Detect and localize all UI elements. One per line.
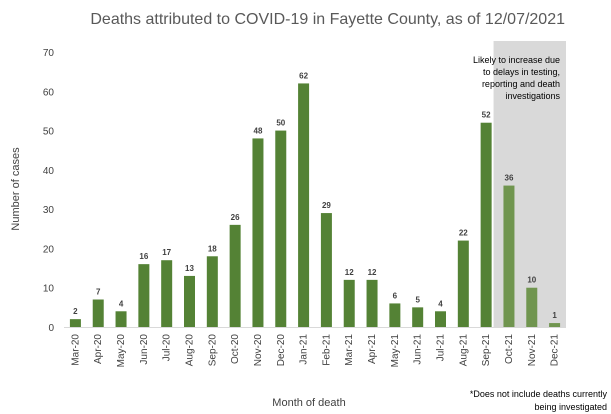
- shaded-annotation-line: to delays in testing,: [483, 67, 560, 77]
- y-tick-label: 60: [43, 87, 55, 98]
- bar-dec-21: [549, 323, 561, 327]
- shaded-annotation-line: Likely to increase due: [473, 55, 560, 65]
- y-tick-label: 50: [43, 127, 55, 138]
- x-tick-label: Jan-21: [299, 334, 310, 365]
- data-label: 12: [345, 268, 354, 277]
- bar-feb-21: [320, 213, 332, 327]
- x-tick-label: Jul-21: [436, 334, 447, 362]
- data-label: 52: [482, 111, 491, 120]
- x-tick-label: Oct-21: [504, 334, 515, 364]
- data-label: 4: [438, 299, 443, 308]
- x-tick-label: Jun-21: [413, 334, 424, 365]
- x-tick-label: Jun-20: [139, 334, 150, 365]
- data-label: 4: [119, 299, 124, 308]
- shaded-region-annotation: Likely to increase due to delays in testi…: [473, 55, 561, 101]
- data-label: 12: [368, 268, 377, 277]
- bar-apr-20: [92, 299, 104, 327]
- data-label: 7: [96, 288, 101, 297]
- bar-dec-20: [275, 130, 287, 327]
- bar-may-21: [389, 303, 401, 327]
- bar-oct-20: [229, 224, 241, 327]
- x-tick-label: Jul-20: [162, 334, 173, 362]
- data-label: 1: [552, 311, 557, 320]
- x-tick-label: Sep-21: [481, 334, 492, 367]
- footnote: *Does not include deaths currently being …: [470, 389, 608, 412]
- footnote-line: *Does not include deaths currently: [470, 389, 608, 399]
- shaded-annotation-line: investigations: [505, 91, 560, 101]
- bar-mar-20: [69, 319, 81, 327]
- x-axis-label: Month of death: [272, 397, 345, 409]
- bar-nov-20: [252, 138, 264, 327]
- data-labels: 2 7 4 16 17 13 18 26 48 50 62 29 12 12 6 5 4 22 52 36 10 1: [73, 71, 557, 320]
- bars: [69, 83, 561, 327]
- x-tick-label: Dec-20: [276, 334, 287, 367]
- data-label: 2: [73, 307, 78, 316]
- data-label: 13: [185, 264, 194, 273]
- bar-sep-20: [206, 256, 218, 327]
- x-tick-label: Oct-20: [230, 334, 241, 364]
- x-axis-ticks: Mar-20 Apr-20 May-20 Jun-20 Jul-20 Aug-20 Sep-…: [70, 334, 560, 368]
- bar-aug-21: [457, 240, 469, 327]
- data-label: 50: [276, 119, 285, 128]
- data-label: 29: [322, 201, 331, 210]
- x-tick-label: May-20: [116, 334, 127, 368]
- data-label: 6: [393, 291, 398, 300]
- x-tick-label: Nov-20: [253, 334, 264, 367]
- y-tick-label: 70: [43, 48, 55, 59]
- data-label: 17: [162, 248, 171, 257]
- data-label: 18: [208, 244, 217, 253]
- data-label: 10: [527, 276, 536, 285]
- x-tick-label: Sep-20: [207, 334, 218, 367]
- data-label: 36: [505, 174, 514, 183]
- y-axis-ticks: 0 10 20 30 40 50 60 70: [43, 48, 55, 334]
- x-tick-label: Aug-21: [458, 334, 469, 367]
- y-tick-label: 30: [43, 205, 55, 216]
- x-tick-label: Nov-21: [527, 334, 538, 367]
- bar-aug-20: [184, 275, 195, 327]
- y-tick-label: 20: [43, 244, 55, 255]
- bar-jul-21: [435, 311, 446, 327]
- bar-jul-20: [161, 260, 173, 327]
- x-tick-label: Dec-21: [550, 334, 561, 367]
- data-label: 22: [459, 229, 468, 238]
- chart-title: Deaths attributed to COVID-19 in Fayette…: [90, 11, 565, 28]
- y-tick-label: 40: [43, 166, 55, 177]
- bar-may-20: [115, 311, 127, 327]
- data-label: 48: [254, 126, 263, 135]
- bar-mar-21: [343, 279, 355, 327]
- bar-sep-21: [480, 122, 492, 327]
- bar-apr-21: [366, 279, 378, 327]
- y-tick-label: 0: [48, 323, 54, 334]
- bar-jan-21: [298, 83, 310, 327]
- x-tick-label: Mar-21: [344, 334, 355, 366]
- y-axis-label: Number of cases: [10, 147, 22, 231]
- bar-oct-21: [503, 185, 515, 327]
- y-tick-label: 10: [43, 284, 55, 295]
- shaded-annotation-line: reporting and death: [482, 79, 560, 89]
- x-tick-label: Feb-21: [321, 334, 332, 366]
- data-label: 26: [231, 213, 240, 222]
- data-label: 16: [139, 252, 148, 261]
- x-tick-label: Mar-20: [70, 334, 81, 366]
- bar-nov-21: [526, 287, 538, 327]
- x-tick-label: Apr-20: [93, 334, 104, 364]
- data-label: 5: [415, 295, 420, 304]
- x-tick-label: Aug-20: [185, 334, 196, 367]
- footnote-line: being investigated: [534, 402, 607, 412]
- bar-jun-21: [412, 307, 424, 327]
- x-tick-label: Apr-21: [367, 334, 378, 364]
- data-label: 62: [299, 71, 308, 80]
- bar-jun-20: [138, 264, 150, 327]
- x-tick-label: May-21: [390, 334, 401, 368]
